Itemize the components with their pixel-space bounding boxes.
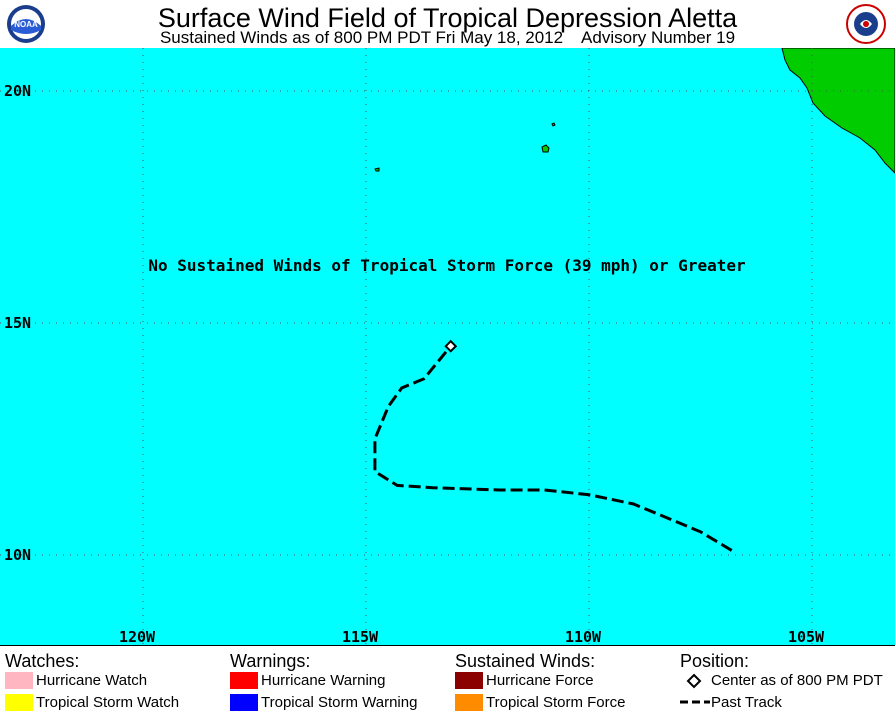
no-ts-winds-message: No Sustained Winds of Tropical Storm For… <box>148 256 745 275</box>
legend-watches-heading: Watches: <box>5 651 80 671</box>
past-track-line-icon <box>680 700 710 704</box>
hurricane-force-swatch <box>455 672 483 689</box>
center-diamond-icon <box>686 673 702 689</box>
hurricane-watch-label: Hurricane Watch <box>36 672 148 689</box>
storm-center-marker[interactable] <box>444 339 458 353</box>
legend-warnings-heading: Warnings: <box>230 651 311 671</box>
lon-label: 120W <box>119 628 156 645</box>
lat-label: 15N <box>4 314 31 332</box>
lon-label: 110W <box>565 628 602 645</box>
mexico-coastline <box>781 48 895 174</box>
lat-lon-grid <box>0 48 895 645</box>
header: NOAA Surface Wind Field of Tropical Depr… <box>0 0 895 48</box>
tropical-storm-watch-label: Tropical Storm Watch <box>36 694 180 711</box>
tropical-storm-force-label: Tropical Storm Force <box>486 694 626 711</box>
page-subtitle: Sustained Winds as of 800 PM PDT Fri May… <box>159 28 736 47</box>
hurricane-watch-swatch <box>5 672 33 689</box>
noaa-logo-text: NOAA <box>14 20 38 29</box>
lat-label: 10N <box>4 546 31 564</box>
grid-labels: 20N 15N 10N 120W 115W 110W 105W <box>4 82 825 645</box>
hurricane-warning-label: Hurricane Warning <box>261 672 386 689</box>
lat-label: 20N <box>4 82 31 100</box>
legend-position-heading: Position: <box>680 651 750 671</box>
tropical-storm-warning-label: Tropical Storm Warning <box>261 694 418 711</box>
lon-label: 105W <box>788 628 825 645</box>
page-title: Surface Wind Field of Tropical Depressio… <box>157 3 738 33</box>
map-area: 20N 15N 10N 120W 115W 110W 105W No Sustained W… <box>0 48 895 645</box>
san-benedicto-island <box>551 122 556 127</box>
tropical-storm-watch-swatch <box>5 694 33 711</box>
nws-logo <box>846 4 886 44</box>
socorro-island <box>541 144 550 153</box>
tropical-storm-force-swatch <box>455 694 483 711</box>
past-track-line <box>373 345 733 552</box>
center-position-label: Center as of 800 PM PDT <box>711 672 883 689</box>
hurricane-warning-swatch <box>230 672 258 689</box>
clarion-island <box>374 167 380 172</box>
legend-winds-heading: Sustained Winds: <box>455 651 596 671</box>
legend: Watches: Hurricane Watch Tropical Storm … <box>0 645 895 717</box>
tropical-storm-warning-swatch <box>230 694 258 711</box>
lon-label: 115W <box>342 628 379 645</box>
noaa-logo: NOAA <box>6 4 46 44</box>
past-track-label: Past Track <box>711 694 782 711</box>
hurricane-force-label: Hurricane Force <box>486 672 594 689</box>
